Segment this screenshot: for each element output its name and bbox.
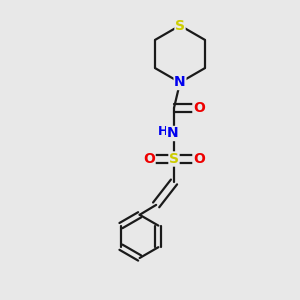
Text: O: O	[143, 152, 155, 166]
Text: O: O	[193, 152, 205, 166]
Text: H: H	[158, 125, 168, 139]
Text: N: N	[174, 76, 186, 89]
Text: O: O	[193, 101, 205, 115]
Text: S: S	[169, 152, 179, 166]
Text: S: S	[175, 19, 185, 32]
Text: N: N	[167, 127, 178, 140]
